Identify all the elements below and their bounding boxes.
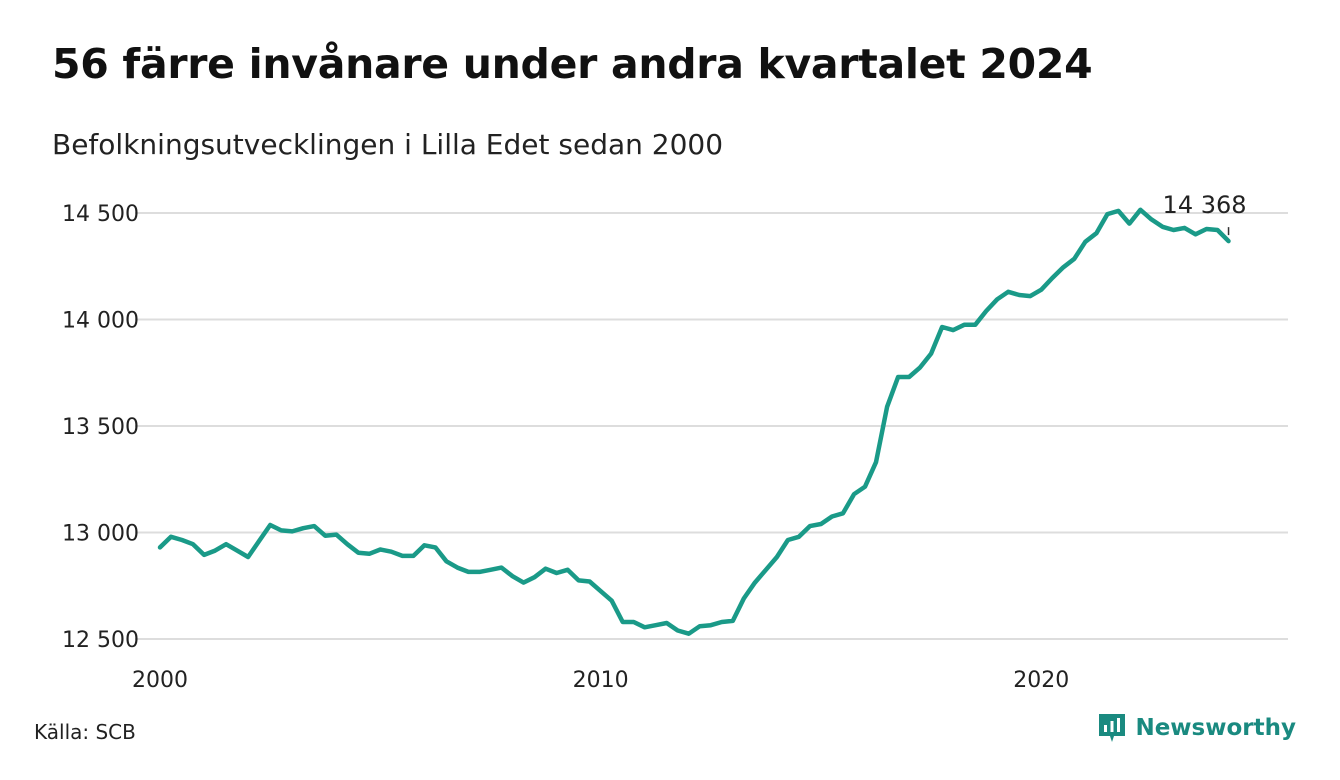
- chart-subtitle: Befolkningsutvecklingen i Lilla Edet sed…: [52, 128, 724, 161]
- y-tick-label: 14 500: [62, 202, 139, 227]
- brand-logo[interactable]: Newsworthy: [1097, 712, 1296, 744]
- end-annotation: 14 368: [1163, 191, 1247, 236]
- y-axis-ticks: 12 500 13 000 13 500 14 000 14 500: [62, 202, 139, 653]
- y-tick-label: 12 500: [62, 628, 139, 653]
- gridlines: [135, 212, 1288, 640]
- y-tick-label: 13 500: [62, 415, 139, 440]
- newsworthy-logo-icon: [1099, 714, 1126, 742]
- x-tick-label: 2010: [573, 668, 629, 693]
- x-tick-label: 2020: [1013, 668, 1069, 693]
- chart-title: 56 färre invånare under andra kvartalet …: [52, 40, 1093, 88]
- y-tick-label: 13 000: [62, 522, 139, 547]
- end-value-label: 14 368: [1163, 191, 1247, 219]
- source-note: Källa: SCB: [34, 720, 136, 744]
- x-tick-label: 2000: [132, 668, 188, 693]
- y-tick-label: 14 000: [62, 309, 139, 334]
- series-layer: [157, 207, 1231, 636]
- population-line: [157, 207, 1231, 636]
- x-axis-ticks: 2000 2010 2020: [132, 668, 1069, 693]
- brand-name: Newsworthy: [1135, 715, 1296, 741]
